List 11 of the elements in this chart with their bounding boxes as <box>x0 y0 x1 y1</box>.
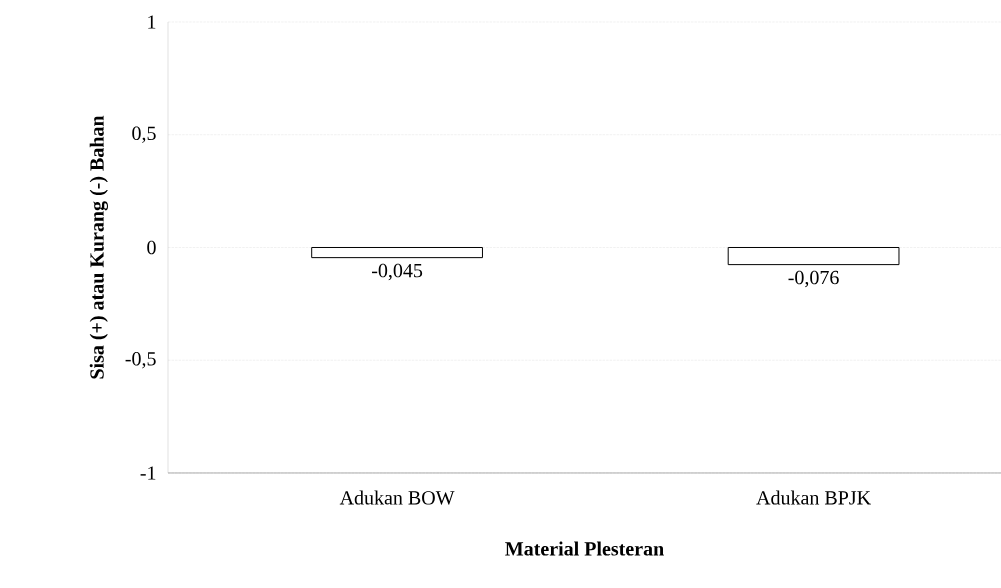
x-tick-label: Adukan BPJK <box>756 490 871 505</box>
data-label: -0,076 <box>788 270 839 288</box>
data-label: -0,045 <box>372 263 423 281</box>
y-tick-label: -1 <box>140 466 156 480</box>
y-axis-title: Sisa (+) atau Kurang (-) Bahan <box>89 115 108 379</box>
y-tick-label: -0,5 <box>125 352 156 369</box>
y-tick-label: 0 <box>147 240 156 255</box>
y-tick-label: 0,5 <box>132 126 156 143</box>
x-axis-title: Material Plesteran <box>505 541 664 556</box>
y-tick-label: 1 <box>148 15 156 29</box>
x-tick-label: Adukan BOW <box>339 490 455 505</box>
